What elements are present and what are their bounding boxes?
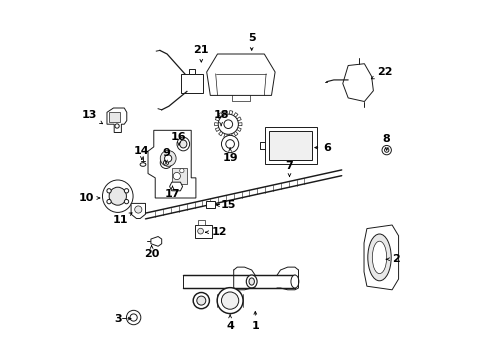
Text: 7: 7 bbox=[285, 161, 293, 176]
Circle shape bbox=[134, 206, 142, 213]
Circle shape bbox=[224, 120, 232, 129]
Bar bbox=[264, 127, 316, 164]
Circle shape bbox=[225, 140, 234, 148]
Circle shape bbox=[221, 135, 238, 153]
Circle shape bbox=[164, 155, 171, 162]
Bar bbox=[172, 168, 186, 184]
Text: 2: 2 bbox=[386, 254, 399, 264]
Circle shape bbox=[381, 145, 390, 155]
Ellipse shape bbox=[371, 241, 386, 274]
Circle shape bbox=[160, 157, 171, 168]
Ellipse shape bbox=[290, 275, 298, 288]
Circle shape bbox=[384, 148, 388, 152]
Polygon shape bbox=[151, 237, 162, 246]
Ellipse shape bbox=[140, 163, 145, 166]
Polygon shape bbox=[363, 225, 398, 290]
Text: 20: 20 bbox=[143, 246, 159, 259]
Polygon shape bbox=[206, 54, 275, 95]
Ellipse shape bbox=[102, 180, 133, 212]
Circle shape bbox=[163, 160, 168, 165]
Circle shape bbox=[115, 124, 119, 128]
Text: 3: 3 bbox=[115, 314, 131, 324]
Circle shape bbox=[218, 114, 238, 134]
Text: 22: 22 bbox=[370, 67, 392, 79]
Text: 14: 14 bbox=[134, 146, 149, 159]
Ellipse shape bbox=[248, 278, 254, 285]
Polygon shape bbox=[107, 108, 126, 132]
Circle shape bbox=[197, 228, 203, 234]
Bar bbox=[197, 220, 204, 225]
Text: 10: 10 bbox=[78, 193, 100, 203]
Ellipse shape bbox=[217, 288, 243, 314]
Circle shape bbox=[124, 199, 128, 204]
Ellipse shape bbox=[193, 292, 209, 309]
Polygon shape bbox=[131, 203, 145, 219]
Circle shape bbox=[173, 172, 180, 180]
Circle shape bbox=[126, 310, 141, 325]
Ellipse shape bbox=[177, 137, 189, 151]
Bar bbox=[109, 112, 120, 122]
Text: 18: 18 bbox=[213, 110, 228, 126]
Circle shape bbox=[107, 199, 111, 204]
Bar bbox=[194, 225, 212, 238]
Text: 19: 19 bbox=[222, 148, 238, 163]
Text: 6: 6 bbox=[314, 143, 330, 153]
Text: 15: 15 bbox=[216, 200, 236, 210]
Text: 21: 21 bbox=[193, 45, 209, 62]
Circle shape bbox=[107, 189, 111, 193]
Polygon shape bbox=[169, 182, 182, 191]
Text: 1: 1 bbox=[251, 311, 259, 331]
Circle shape bbox=[130, 314, 137, 321]
Ellipse shape bbox=[109, 187, 126, 205]
Circle shape bbox=[124, 189, 128, 193]
Bar bbox=[181, 74, 203, 93]
Circle shape bbox=[179, 168, 183, 173]
Ellipse shape bbox=[367, 234, 390, 281]
Text: 12: 12 bbox=[205, 227, 226, 237]
Text: 4: 4 bbox=[225, 315, 234, 331]
Bar bbox=[268, 131, 311, 160]
Text: 11: 11 bbox=[112, 213, 132, 225]
Bar bbox=[206, 201, 215, 208]
Ellipse shape bbox=[246, 275, 257, 288]
Ellipse shape bbox=[179, 140, 186, 148]
Text: 5: 5 bbox=[247, 33, 255, 50]
Ellipse shape bbox=[221, 292, 238, 309]
Text: 16: 16 bbox=[171, 132, 186, 145]
Text: 17: 17 bbox=[164, 186, 180, 199]
Ellipse shape bbox=[196, 296, 205, 305]
Circle shape bbox=[160, 150, 176, 166]
Text: 8: 8 bbox=[382, 134, 390, 150]
Bar bbox=[189, 69, 195, 74]
Text: 13: 13 bbox=[81, 110, 102, 124]
Polygon shape bbox=[342, 64, 373, 102]
Polygon shape bbox=[148, 130, 196, 198]
Text: 9: 9 bbox=[162, 148, 170, 163]
